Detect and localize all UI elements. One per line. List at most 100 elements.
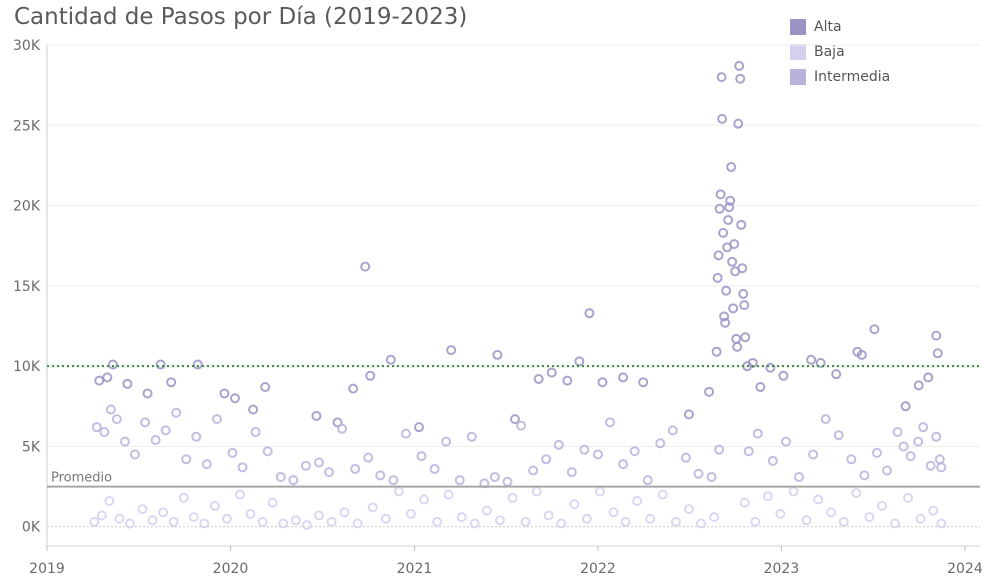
data-point-intermedia: [363, 452, 374, 463]
data-point-intermedia: [171, 407, 182, 418]
data-point-baja: [301, 520, 312, 531]
data-point-alta: [723, 215, 734, 226]
data-point-intermedia: [140, 417, 151, 428]
data-point-alta: [248, 404, 259, 415]
data-point-intermedia: [693, 468, 704, 479]
legend-item[interactable]: Alta: [790, 14, 890, 39]
data-point-baja: [775, 508, 786, 519]
legend-item[interactable]: Intermedia: [790, 64, 890, 89]
data-point-intermedia: [375, 470, 386, 481]
legend-label: Intermedia: [814, 68, 891, 85]
data-point-alta: [562, 375, 573, 386]
data-point-alta: [107, 359, 118, 370]
data-point-intermedia: [714, 444, 725, 455]
data-point-intermedia: [324, 467, 335, 478]
data-point-baja: [432, 516, 443, 527]
data-point-alta: [638, 377, 649, 388]
data-point-alta: [715, 189, 726, 200]
data-point-intermedia: [191, 431, 202, 442]
data-point-alta: [932, 348, 943, 359]
data-point-alta: [584, 308, 595, 319]
data-point-intermedia: [489, 471, 500, 482]
data-point-alta: [311, 410, 322, 421]
data-point-intermedia: [859, 470, 870, 481]
data-point-alta: [510, 414, 521, 425]
data-point-alta: [492, 349, 503, 360]
data-point-baja: [594, 486, 605, 497]
data-point-intermedia: [706, 471, 717, 482]
data-point-alta: [755, 382, 766, 393]
data-point-alta: [230, 393, 241, 404]
x-tick-label: 2019: [29, 561, 65, 577]
data-point-intermedia: [181, 454, 192, 465]
data-point-baja: [813, 494, 824, 505]
data-point-baja: [367, 502, 378, 513]
legend: Alta Baja Intermedia: [790, 14, 890, 89]
data-point-intermedia: [934, 454, 945, 465]
data-point-alta: [385, 354, 396, 365]
data-point-baja: [838, 516, 849, 527]
data-point-baja: [657, 489, 668, 500]
legend-item[interactable]: Baja: [790, 39, 890, 64]
x-tick-label: 2020: [213, 561, 249, 577]
y-tick-label: 25K: [13, 118, 41, 134]
data-point-alta: [166, 377, 177, 388]
data-point-intermedia: [454, 475, 465, 486]
y-tick-label: 30K: [13, 38, 41, 54]
data-point-intermedia: [655, 438, 666, 449]
data-point-alta: [732, 341, 743, 352]
data-point-alta: [727, 256, 738, 267]
data-point-intermedia: [579, 444, 590, 455]
data-point-alta: [533, 374, 544, 384]
data-point-baja: [290, 515, 301, 526]
data-point-alta: [219, 388, 230, 399]
data-point-baja: [178, 492, 189, 503]
data-point-baja: [507, 492, 518, 503]
data-point-baja: [556, 518, 567, 529]
data-point-alta: [713, 250, 724, 261]
data-point-baja: [936, 518, 947, 529]
data-point-baja: [696, 518, 707, 529]
data-point-alta: [597, 377, 608, 388]
data-point-alta: [726, 162, 737, 173]
data-point-alta: [931, 330, 942, 341]
data-point-baja: [670, 516, 681, 527]
data-point-intermedia: [680, 452, 691, 463]
data-point-alta: [192, 359, 203, 370]
data-point-intermedia: [898, 441, 909, 452]
data-point-intermedia: [502, 476, 513, 487]
data-point-intermedia: [313, 457, 324, 468]
data-point-alta: [413, 422, 424, 433]
data-point-intermedia: [882, 465, 893, 476]
data-point-baja: [876, 500, 887, 511]
x-tick-label: 2021: [397, 561, 433, 577]
data-point-baja: [124, 518, 135, 529]
data-point-intermedia: [892, 426, 903, 437]
data-point-intermedia: [105, 404, 116, 415]
legend-swatch: [790, 18, 806, 35]
data-point-baja: [543, 510, 554, 521]
data-point-baja: [199, 518, 210, 529]
data-point-intermedia: [767, 455, 778, 466]
data-point-baja: [864, 512, 875, 523]
data-point-alta: [546, 367, 557, 378]
data-point-baja: [114, 513, 125, 524]
data-point-alta: [737, 263, 748, 274]
data-point-alta: [365, 370, 376, 381]
data-point-intermedia: [752, 428, 763, 439]
data-point-intermedia: [846, 454, 857, 465]
data-point-intermedia: [931, 431, 942, 442]
data-point-alta: [729, 239, 740, 250]
data-point-baja: [709, 512, 720, 523]
data-point-intermedia: [642, 475, 653, 486]
data-point-alta: [913, 380, 924, 391]
data-point-baja: [278, 518, 289, 529]
data-point-baja: [608, 507, 619, 518]
data-point-baja: [89, 516, 100, 527]
data-point-alta: [704, 386, 715, 397]
data-point-baja: [188, 512, 199, 523]
data-point-alta: [618, 372, 629, 383]
data-point-intermedia: [516, 420, 527, 431]
data-point-alta: [734, 60, 745, 71]
data-point-baja: [520, 516, 531, 527]
